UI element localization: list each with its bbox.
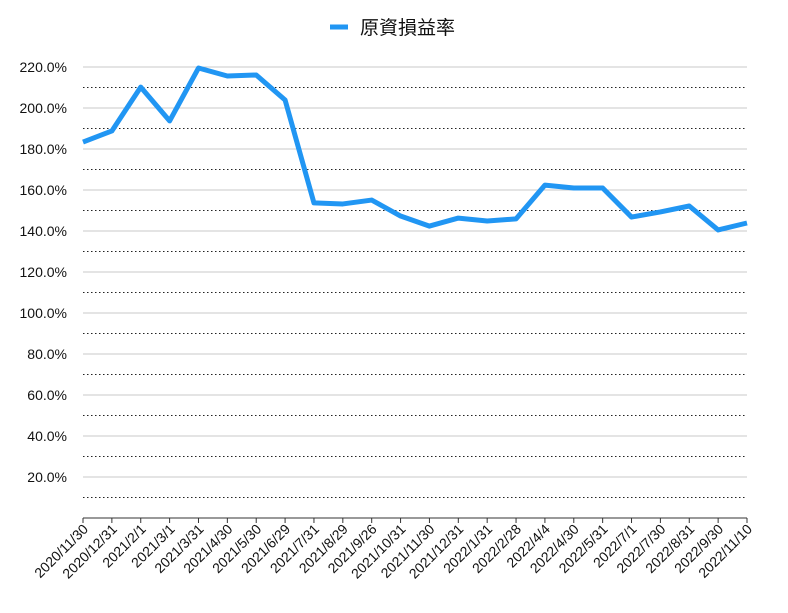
y-tick-label: 40.0% — [27, 428, 67, 444]
y-tick-label: 80.0% — [27, 346, 67, 362]
y-tick-label: 220.0% — [20, 59, 67, 75]
data-line — [82, 65, 748, 233]
y-tick-label: 100.0% — [20, 305, 67, 321]
y-tick-label: 60.0% — [27, 387, 67, 403]
y-tick-label: 180.0% — [20, 141, 67, 157]
y-tick-label: 140.0% — [20, 223, 67, 239]
legend-label: 原資損益率 — [360, 17, 455, 39]
y-tick-label: 20.0% — [27, 469, 67, 485]
y-tick-label: 120.0% — [20, 264, 67, 280]
y-tick-label: 160.0% — [20, 182, 67, 198]
y-tick-label: 200.0% — [20, 100, 67, 116]
